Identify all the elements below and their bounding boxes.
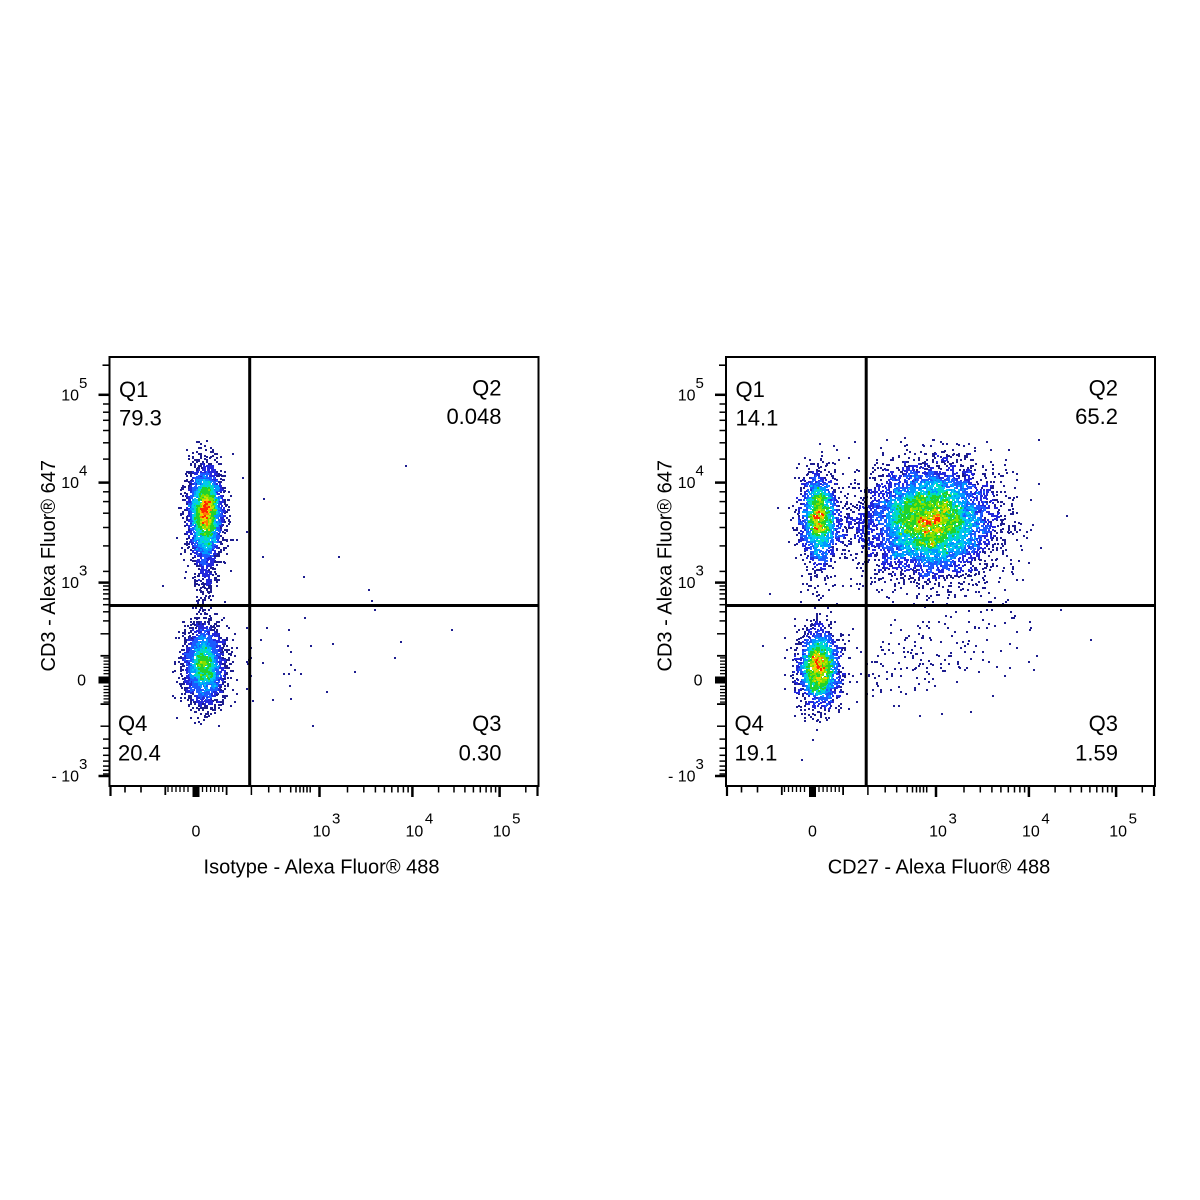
svg-text:0: 0 <box>192 824 201 841</box>
svg-text:5: 5 <box>1129 811 1137 828</box>
svg-text:0.30: 0.30 <box>459 741 502 766</box>
svg-text:10: 10 <box>1109 824 1127 841</box>
svg-text:10: 10 <box>678 769 696 786</box>
svg-text:10: 10 <box>678 387 696 404</box>
svg-text:10: 10 <box>61 769 79 786</box>
svg-text:65.2: 65.2 <box>1075 404 1118 429</box>
svg-text:0: 0 <box>77 673 86 690</box>
svg-text:20.4: 20.4 <box>118 741 161 766</box>
svg-text:CD3 - Alexa Fluor® 647: CD3 - Alexa Fluor® 647 <box>38 460 60 672</box>
svg-text:3: 3 <box>79 563 87 580</box>
svg-text:Q2: Q2 <box>472 376 501 401</box>
svg-text:Isotype - Alexa Fluor® 488: Isotype - Alexa Fluor® 488 <box>204 857 440 879</box>
svg-text:10: 10 <box>1022 824 1040 841</box>
svg-text:10: 10 <box>61 387 79 404</box>
svg-text:10: 10 <box>313 824 331 841</box>
svg-text:10: 10 <box>61 475 79 492</box>
svg-text:19.1: 19.1 <box>735 741 778 766</box>
svg-text:5: 5 <box>696 375 704 392</box>
svg-text:Q1: Q1 <box>736 377 765 402</box>
svg-text:10: 10 <box>929 824 947 841</box>
svg-text:79.3: 79.3 <box>119 406 162 431</box>
svg-text:14.1: 14.1 <box>736 406 779 431</box>
svg-text:10: 10 <box>406 824 424 841</box>
svg-text:10: 10 <box>678 575 696 592</box>
svg-text:Q4: Q4 <box>735 711 764 736</box>
svg-text:0: 0 <box>808 824 817 841</box>
svg-text:Q3: Q3 <box>1089 711 1118 736</box>
svg-text:-: - <box>668 769 673 786</box>
svg-text:-: - <box>52 769 57 786</box>
svg-text:5: 5 <box>512 811 520 828</box>
svg-text:Q3: Q3 <box>472 711 501 736</box>
svg-text:4: 4 <box>696 463 704 480</box>
svg-text:CD3 - Alexa Fluor® 647: CD3 - Alexa Fluor® 647 <box>655 460 677 672</box>
svg-text:CD27 - Alexa Fluor® 488: CD27 - Alexa Fluor® 488 <box>828 857 1051 879</box>
svg-text:10: 10 <box>61 575 79 592</box>
svg-text:Q4: Q4 <box>118 711 147 736</box>
svg-text:0.048: 0.048 <box>446 404 501 429</box>
svg-text:1.59: 1.59 <box>1075 741 1118 766</box>
svg-text:4: 4 <box>79 463 87 480</box>
svg-text:3: 3 <box>949 811 957 828</box>
svg-text:10: 10 <box>678 475 696 492</box>
svg-text:5: 5 <box>79 375 87 392</box>
svg-text:0: 0 <box>694 673 703 690</box>
svg-text:Q1: Q1 <box>119 377 148 402</box>
svg-text:10: 10 <box>493 824 511 841</box>
svg-text:3: 3 <box>696 563 704 580</box>
svg-text:Q2: Q2 <box>1089 376 1118 401</box>
svg-text:3: 3 <box>696 756 704 773</box>
svg-text:4: 4 <box>425 811 433 828</box>
svg-text:3: 3 <box>79 756 87 773</box>
svg-text:3: 3 <box>332 811 340 828</box>
svg-text:4: 4 <box>1041 811 1049 828</box>
